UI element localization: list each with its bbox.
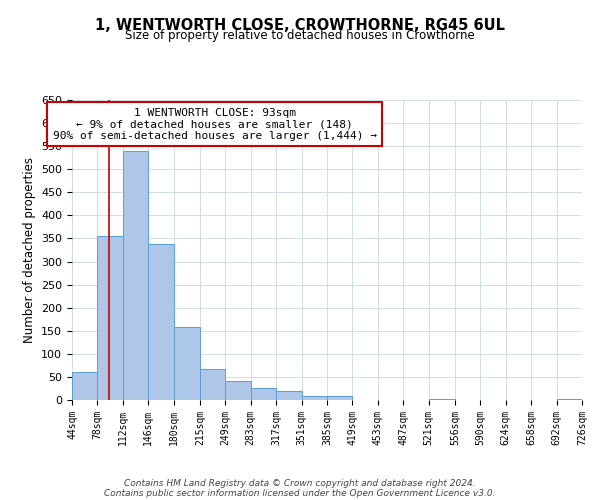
Text: 1, WENTWORTH CLOSE, CROWTHORNE, RG45 6UL: 1, WENTWORTH CLOSE, CROWTHORNE, RG45 6UL <box>95 18 505 32</box>
Bar <box>251 388 276 400</box>
Bar <box>302 396 327 400</box>
Bar <box>429 398 455 400</box>
Bar <box>200 368 225 400</box>
Text: Size of property relative to detached houses in Crowthorne: Size of property relative to detached ho… <box>125 29 475 42</box>
Text: Contains HM Land Registry data © Crown copyright and database right 2024.: Contains HM Land Registry data © Crown c… <box>124 478 476 488</box>
Bar <box>97 236 123 400</box>
Text: 1 WENTWORTH CLOSE: 93sqm
← 9% of detached houses are smaller (148)
90% of semi-d: 1 WENTWORTH CLOSE: 93sqm ← 9% of detache… <box>53 108 377 140</box>
Bar <box>225 380 251 400</box>
Bar <box>276 391 302 400</box>
Y-axis label: Number of detached properties: Number of detached properties <box>23 157 35 343</box>
Bar <box>148 244 174 400</box>
Bar <box>72 372 97 400</box>
Bar <box>327 396 352 400</box>
Bar <box>123 151 148 400</box>
Text: Contains public sector information licensed under the Open Government Licence v3: Contains public sector information licen… <box>104 488 496 498</box>
Bar <box>174 327 200 400</box>
Bar <box>557 398 582 400</box>
